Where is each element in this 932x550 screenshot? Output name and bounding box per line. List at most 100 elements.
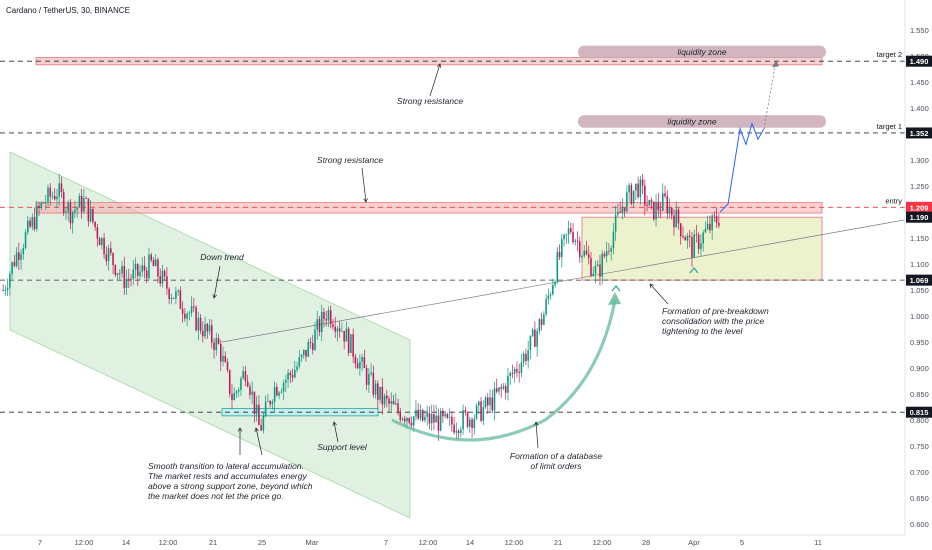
annotation-pointer-head — [436, 63, 442, 68]
price-tag-label: 1.069 — [910, 276, 929, 285]
candle-body — [38, 205, 40, 209]
candle-body — [92, 208, 94, 222]
candle-body — [302, 349, 305, 355]
candle-body — [172, 297, 175, 299]
candle-body — [31, 217, 34, 227]
candle-body — [58, 183, 61, 197]
candle-body — [278, 392, 280, 396]
candle-body — [442, 410, 444, 417]
annotation-pointer-head — [212, 294, 217, 299]
candle-body — [22, 247, 25, 254]
price-tick-label: 0.950 — [910, 338, 929, 347]
candle-body — [60, 183, 63, 193]
candle-body — [377, 383, 379, 400]
candle-body — [462, 410, 464, 430]
price-axis[interactable]: 0.600 0.650 0.700 0.750 0.800 0.850 0.900 0.950… — [904, 0, 932, 535]
candle-body — [307, 342, 310, 357]
candle-body — [545, 298, 547, 315]
candle-body — [534, 329, 536, 347]
candle-body — [433, 414, 435, 423]
candle-body — [150, 254, 152, 261]
candle-body — [74, 209, 76, 212]
annotation-pointer-head — [649, 283, 654, 288]
candle-body — [394, 403, 397, 405]
candle-body — [399, 411, 402, 420]
accumulation-note-line: The market rests and accumulates energy — [148, 471, 307, 481]
candle-body — [107, 248, 110, 262]
candle-body — [525, 353, 527, 361]
candle-body — [709, 223, 711, 231]
annotation-pointer — [649, 283, 669, 305]
candle-body — [594, 265, 597, 274]
time-tick-label: 25 — [258, 538, 266, 547]
candle-body — [323, 311, 325, 320]
price-tick-label: 1.250 — [910, 182, 929, 191]
candle-body — [47, 187, 49, 203]
candle-body — [195, 307, 197, 331]
candle-body — [504, 386, 507, 393]
candle-body — [444, 413, 446, 417]
time-tick-label: 12:00 — [505, 538, 524, 547]
candle-body — [258, 404, 260, 426]
candle-body — [435, 415, 437, 423]
candle-body — [513, 368, 516, 374]
candle-body — [157, 259, 159, 277]
candle-body — [305, 349, 307, 357]
candle-body — [231, 393, 233, 401]
candle-body — [661, 193, 664, 211]
time-tick-label: 12:00 — [75, 538, 94, 547]
time-tick-label: 21 — [209, 538, 217, 547]
candle-body — [374, 383, 377, 395]
candle-body — [213, 342, 215, 351]
candle-body — [509, 372, 511, 376]
candle-body — [271, 401, 274, 405]
candle-body — [159, 276, 161, 284]
candle-body — [179, 290, 182, 309]
candle-body — [253, 391, 256, 414]
candle-body — [605, 250, 608, 257]
strong-resistance-mid-label: Strong resistance — [317, 155, 383, 165]
price-tick-label: 0.750 — [910, 442, 929, 451]
liquidity-zone-top-label: liquidity zone — [677, 47, 726, 57]
time-tick-label: 14 — [466, 538, 474, 547]
candle-body — [464, 410, 467, 413]
candle-body — [188, 312, 191, 314]
candle-body — [675, 209, 678, 228]
candle-body — [11, 262, 13, 274]
annotation-pointer-head — [534, 421, 539, 426]
candle-body — [403, 418, 406, 422]
candle-body — [630, 185, 633, 204]
candle-body — [527, 350, 529, 361]
candle-body — [480, 401, 482, 421]
candle-body — [224, 355, 227, 362]
candle-body — [617, 211, 619, 215]
candle-body — [298, 357, 301, 367]
chart-title: Cardano / TetherUS, 30, BINANCE — [6, 6, 130, 15]
annotation-pointer — [213, 265, 221, 299]
candle-body — [368, 374, 370, 385]
time-axis[interactable]: 7 12:00 14 12:00 21 25 Mar 7 12:00 14 12:00 21 12:00… — [0, 534, 905, 547]
candle-body — [56, 196, 58, 200]
candle-body — [267, 400, 269, 402]
candle-body — [567, 228, 570, 235]
candle-body — [67, 202, 69, 212]
candle-body — [370, 372, 372, 375]
candle-body — [558, 251, 561, 258]
candle-body — [338, 328, 341, 332]
time-tick-label: 12:00 — [593, 538, 612, 547]
candle-body — [71, 211, 74, 224]
candle-body — [9, 273, 11, 288]
candle-body — [417, 409, 420, 419]
candle-body — [105, 254, 108, 262]
accumulation-note-line: Smooth transition to lateral accumulatio… — [148, 461, 304, 471]
candle-body — [408, 418, 411, 423]
candle-body — [163, 271, 166, 277]
candle-body — [262, 416, 265, 431]
candle-body — [222, 355, 224, 362]
candle-body — [226, 361, 229, 371]
candle-body — [397, 403, 399, 412]
candle-body — [670, 207, 673, 216]
candle-body — [235, 391, 238, 394]
candle-body — [341, 331, 343, 332]
